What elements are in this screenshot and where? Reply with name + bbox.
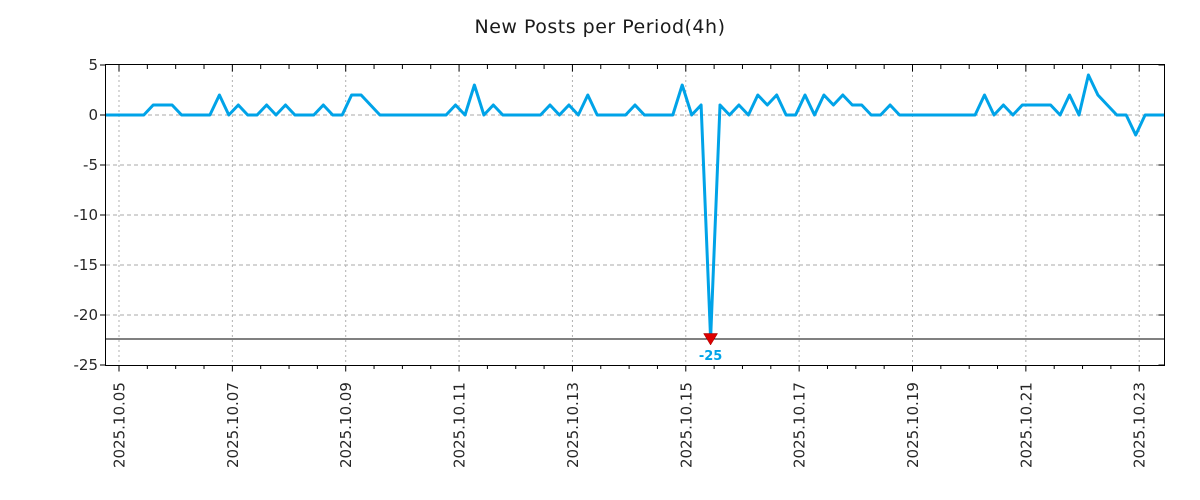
x-tick-label: 2025.10.11 [451,382,469,468]
x-tick-label: 2025.10.13 [564,382,582,468]
x-tick-label: 2025.10.23 [1131,382,1149,468]
x-tick-label: 2025.10.19 [904,382,922,468]
y-tick-label: -20 [74,306,99,324]
chart-title: New Posts per Period(4h) [474,16,726,38]
y-tick-label: -5 [83,156,98,174]
x-tick-label: 2025.10.09 [337,382,355,468]
min-marker-icon [703,333,719,346]
y-tick-label: -25 [74,356,99,374]
x-tick-label: 2025.10.15 [677,382,695,468]
y-tick-label: -10 [74,206,99,224]
x-tick-label: 2025.10.17 [791,382,809,468]
series-line [106,73,1164,341]
x-tick-label: 2025.10.21 [1017,382,1035,468]
y-tick-label: -15 [74,256,99,274]
min-value-label: -25 [699,349,723,364]
x-tick-label: 2025.10.05 [110,382,128,468]
x-tick-label: 2025.10.07 [224,382,242,468]
y-tick-label: 0 [88,106,98,124]
y-tick-label: 5 [88,56,98,74]
